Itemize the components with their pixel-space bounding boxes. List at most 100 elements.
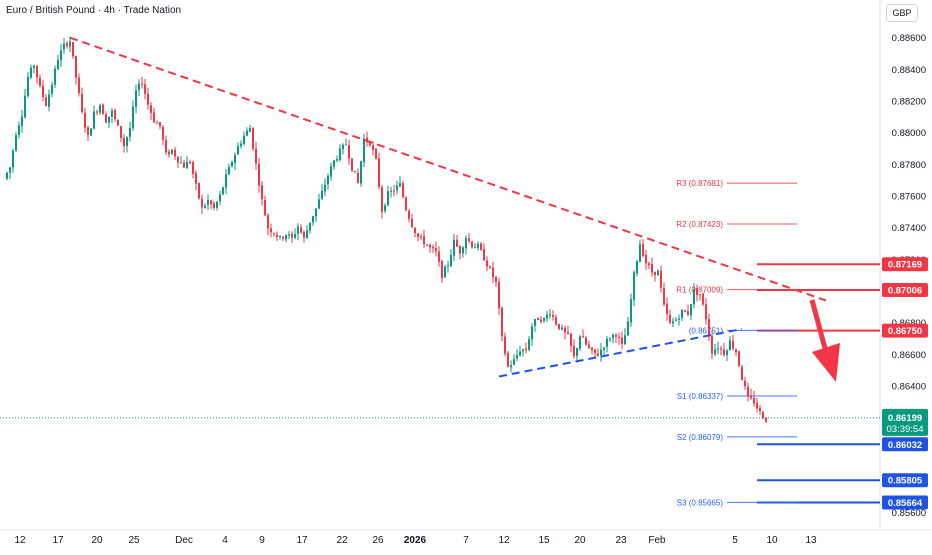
- candle-down: [588, 344, 590, 348]
- candle-up: [108, 116, 110, 123]
- candle-up: [135, 90, 137, 107]
- candle-up: [285, 235, 287, 240]
- candle-down: [282, 236, 284, 239]
- candle-up: [681, 309, 683, 318]
- candle-up: [288, 234, 290, 236]
- candle-down: [378, 158, 380, 188]
- candle-down: [429, 244, 431, 248]
- candle-down: [567, 332, 569, 334]
- candle-up: [231, 162, 233, 167]
- candle-up: [333, 160, 335, 167]
- candle-up: [600, 349, 602, 356]
- projection-arrow-shaft[interactable]: [809, 299, 829, 353]
- candle-down: [735, 349, 737, 353]
- candle-up: [450, 254, 452, 267]
- time-tick-label: 25: [128, 535, 140, 546]
- candle-down: [432, 246, 434, 249]
- candle-up: [93, 111, 95, 129]
- candle-down: [495, 276, 497, 282]
- candle-up: [363, 138, 365, 163]
- candle-up: [657, 270, 659, 276]
- candle-up: [27, 76, 29, 96]
- projection-arrow-head[interactable]: [812, 343, 840, 382]
- level-badge: [882, 257, 928, 272]
- candle-up: [636, 261, 638, 274]
- price-tick-label: 0.88400: [892, 65, 926, 76]
- level-badge-label: 0.86032: [888, 440, 922, 451]
- candle-up: [384, 205, 386, 211]
- candle-down: [723, 349, 725, 356]
- projection-arrow[interactable]: [809, 299, 840, 382]
- time-axis[interactable]: 12 17 20 25 Dec 4 9 17 22 26 2026 7 12 15 20 23 Feb 5 10 13: [0, 529, 932, 546]
- candle-down: [372, 145, 374, 151]
- candle-up: [312, 216, 314, 223]
- candle-down: [438, 251, 440, 262]
- candle-up: [186, 162, 188, 169]
- time-tick-label: 5: [732, 535, 738, 546]
- pivot-r2-label: R2 (0.87423): [676, 220, 723, 229]
- candle-down: [498, 282, 500, 309]
- candle-down: [87, 127, 89, 136]
- candle-down: [201, 198, 203, 208]
- candle-up: [309, 222, 311, 231]
- candle-down: [264, 200, 266, 216]
- time-tick-label: Dec: [175, 535, 193, 546]
- candle-up: [519, 351, 521, 355]
- bar-countdown-label: 03:39:54: [887, 424, 924, 435]
- time-tick-label: 10: [766, 535, 778, 546]
- candle-down: [192, 162, 194, 174]
- candle-down: [645, 254, 647, 264]
- price-tick-label: 0.87600: [892, 192, 926, 203]
- candle-up: [6, 172, 8, 179]
- trend-support-line[interactable]: [498, 328, 743, 378]
- time-tick-label: 12: [498, 535, 510, 546]
- time-tick-label: 17: [296, 535, 308, 546]
- pivot-s2-label: S2 (0.86079): [677, 433, 724, 442]
- trendlines[interactable]: [69, 36, 827, 378]
- candle-up: [12, 150, 14, 168]
- candle-down: [255, 148, 257, 164]
- candle-down: [84, 112, 86, 128]
- candle-down: [570, 333, 572, 347]
- candle-up: [138, 83, 140, 91]
- candle-down: [174, 149, 176, 157]
- candle-down: [621, 337, 623, 344]
- candle-down: [258, 163, 260, 186]
- candle-up: [462, 247, 464, 254]
- candle-up: [243, 135, 245, 145]
- candle-down: [573, 345, 575, 357]
- candle-down: [486, 260, 488, 267]
- candle-up: [639, 244, 641, 263]
- level-badge: [882, 323, 928, 338]
- candle-up: [9, 167, 11, 173]
- candle-up: [327, 175, 329, 185]
- candle-up: [225, 174, 227, 188]
- candle-down: [291, 233, 293, 238]
- candle-down: [414, 227, 416, 233]
- candle-down: [585, 337, 587, 345]
- candle-down: [120, 126, 122, 138]
- candle-down: [738, 351, 740, 366]
- candle-up: [336, 159, 338, 161]
- time-tick-label: 13: [805, 535, 817, 546]
- candle-up: [246, 130, 248, 136]
- level-badge-label: 0.86750: [888, 326, 922, 337]
- candle-up: [222, 187, 224, 195]
- price-tick-label: 0.88200: [892, 97, 926, 108]
- candle-up: [516, 355, 518, 359]
- trend-resistance-line[interactable]: [69, 36, 827, 302]
- candle-down: [213, 203, 215, 208]
- currency-button[interactable]: GBP: [886, 4, 918, 22]
- candle-down: [732, 340, 734, 349]
- candle-up: [513, 359, 515, 365]
- candle-down: [357, 172, 359, 183]
- candle-down: [456, 239, 458, 247]
- candle-down: [483, 248, 485, 261]
- candle-up: [330, 166, 332, 177]
- candle-down: [393, 190, 395, 192]
- candle-down: [537, 318, 539, 320]
- time-tick-label: 7: [463, 535, 469, 546]
- candle-down: [276, 234, 278, 238]
